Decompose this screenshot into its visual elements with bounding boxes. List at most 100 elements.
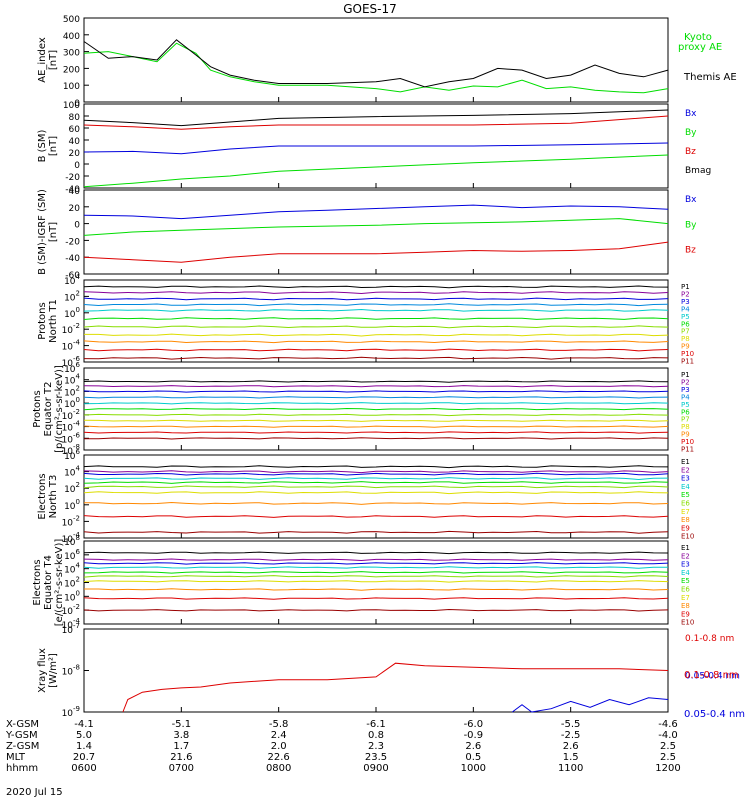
legend-entry: P11: [681, 358, 694, 366]
series-line-e6: [83, 485, 669, 489]
ephemeris-value: 0800: [266, 763, 291, 774]
series-line-p10: [83, 431, 669, 434]
legend-entry: P3: [681, 386, 690, 394]
series-line-by: [83, 154, 669, 188]
legend-entry: P2: [681, 290, 690, 298]
legend-entry: proxy AE: [678, 42, 722, 53]
series-line-kyoto-proxy-ae: [83, 42, 669, 94]
ytick-label: 20: [69, 204, 81, 214]
ephemeris-row-label: X-GSM: [6, 719, 39, 730]
ephemeris-value: 21.6: [170, 752, 192, 763]
legend-entry: E8: [681, 602, 690, 610]
legend-entry: E2: [681, 552, 690, 560]
y-axis-label: Equator T2: [43, 382, 54, 437]
ephemeris-value: 1.5: [563, 752, 579, 763]
legend-entry: P5: [681, 401, 690, 409]
series-line-by: [83, 218, 669, 236]
series-line-e7: [83, 491, 669, 495]
ephemeris-value: 22.6: [268, 752, 290, 763]
series-line-p3: [83, 297, 669, 301]
y-axis-label: [p/(cm²-s-sr-keV)]: [54, 365, 65, 453]
y-axis-label: [nT]: [48, 136, 59, 156]
series-line-bx: [83, 204, 669, 220]
ytick-label: 10-2: [62, 514, 80, 528]
series-line-p6: [83, 407, 669, 411]
series-line-e1: [83, 551, 669, 555]
panel-1: -40 -20 0 20 40 60 80 100 B (SM) [nT] Bx By Bz Bmag: [37, 101, 711, 195]
legend-entry: P3: [681, 298, 690, 306]
legend-entry: P2: [681, 378, 690, 386]
legend-entry: E4: [681, 483, 690, 491]
legend-entry: P5: [681, 313, 690, 321]
ephemeris-value: -5.5: [561, 719, 581, 730]
legend-entry: P10: [681, 438, 694, 446]
ytick-label: 106: [64, 548, 80, 562]
ephemeris-value: -6.0: [464, 719, 484, 730]
series-line-p1: [83, 380, 669, 383]
ephemeris-value: -5.1: [172, 719, 192, 730]
ytick-label: 104: [64, 465, 80, 479]
series-line-e2: [83, 558, 669, 562]
y-axis-label: [e/(cm²-s-sr-keV)]: [54, 539, 65, 627]
ephemeris-value: 1100: [558, 763, 583, 774]
legend-entry: 0.1-0.8 nm: [684, 670, 739, 681]
ytick-label: 102: [64, 576, 80, 590]
y-axis-label: Equator T4: [43, 555, 54, 610]
series-line-e3: [83, 472, 669, 476]
series-line-p9: [83, 340, 669, 344]
ephemeris-value: 1000: [461, 763, 486, 774]
legend-entry: E4: [681, 569, 690, 577]
legend-entry: E5: [681, 491, 690, 499]
y-axis-label: [nT]: [48, 50, 59, 70]
series-line-p11: [83, 437, 669, 440]
ytick-label: -40: [65, 185, 80, 195]
series-line-e9: [83, 597, 669, 600]
series-line-bmag: [83, 109, 669, 127]
series-line-e4: [83, 477, 669, 481]
series-line-p4: [83, 396, 669, 399]
series-line-e8: [84, 588, 669, 591]
legend-entry: E8: [681, 516, 690, 524]
ytick-label: 104: [64, 562, 80, 576]
ephemeris-row-label: Z-GSM: [6, 741, 39, 752]
ephemeris-value: -4.6: [658, 719, 678, 730]
legend-entry: Themis AE: [683, 72, 737, 83]
ytick-label: 200: [63, 65, 80, 75]
series-line-p4: [83, 303, 669, 307]
ephemeris-value: 1.4: [76, 741, 92, 752]
series-line-themis-ae: [83, 39, 669, 88]
y-axis-label: [W/m²]: [48, 653, 59, 688]
series-line-p9: [83, 425, 669, 428]
panel-frame: [83, 628, 669, 713]
ephemeris-value: 2.3: [368, 741, 384, 752]
legend-entry: P6: [681, 320, 690, 328]
series-line-e5: [83, 571, 669, 574]
legend-entry: 0.05-0.4 nm: [685, 672, 740, 682]
ytick-label: 500: [63, 15, 80, 25]
ytick-label: -20: [65, 173, 80, 183]
series-line-bz: [83, 115, 669, 130]
ytick-label: -40: [65, 254, 80, 264]
series-line-p1: [83, 285, 669, 289]
legend-entry: By: [685, 220, 697, 230]
legend-entry: Bx: [685, 109, 697, 119]
ytick-label: 102: [64, 481, 80, 495]
ytick-label: 0: [74, 221, 80, 231]
series-line-p10: [83, 348, 669, 352]
legend-entry: E9: [681, 610, 690, 618]
y-axis-label: Xray flux: [37, 648, 48, 693]
ytick-label: 100: [64, 498, 80, 512]
ytick-label: 100: [63, 82, 80, 92]
legend-entry: By: [685, 128, 697, 138]
series-line-p2: [83, 291, 669, 295]
series-line-e4: [83, 566, 669, 569]
series-line-p5: [83, 308, 669, 312]
ephemeris-value: 20.7: [73, 752, 95, 763]
series-line-e10: [83, 530, 669, 534]
series-line-p8: [83, 419, 669, 422]
